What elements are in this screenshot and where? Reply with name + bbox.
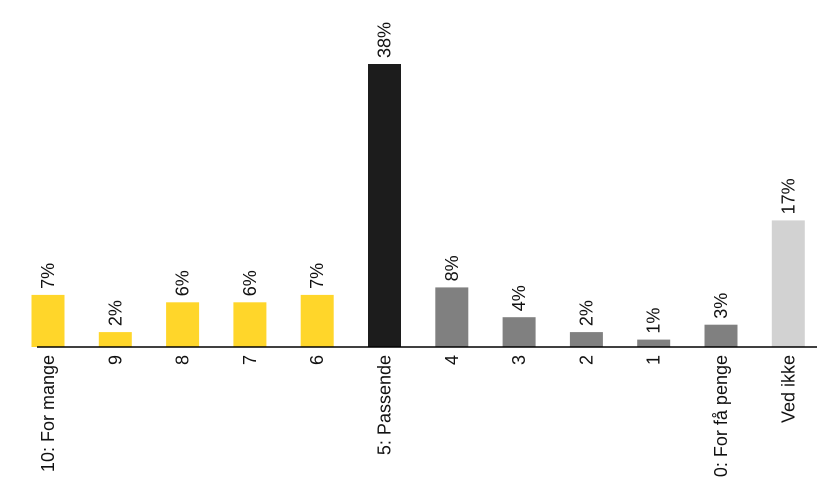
bar-2 (166, 302, 200, 347)
category-label-0: 10: For mange (38, 355, 58, 472)
value-label-3: 6% (240, 270, 260, 296)
value-label-1: 2% (105, 300, 125, 326)
bar-0 (31, 294, 65, 347)
value-label-6: 8% (442, 255, 462, 281)
value-label-11: 17% (778, 178, 798, 214)
value-labels-group: 7% 2% 6% 6% 7% 38% 8% 4% 2% 1% 3% 17% (38, 22, 798, 334)
category-label-2: 8 (173, 355, 193, 365)
value-label-2: 6% (173, 270, 193, 296)
category-label-6: 4 (442, 355, 462, 365)
category-label-9: 1 (644, 355, 664, 365)
bar-5 (368, 64, 401, 347)
category-label-5: 5: Passende (375, 355, 395, 455)
category-label-11: Ved ikke (778, 355, 798, 423)
bar-10 (704, 324, 738, 347)
category-label-7: 3 (509, 355, 529, 365)
value-label-7: 4% (509, 285, 529, 311)
bar-4 (300, 294, 334, 347)
value-label-9: 1% (644, 308, 664, 334)
category-label-8: 2 (576, 355, 596, 365)
category-labels-group: 10: For mange 9 8 7 6 5: Passende 4 3 2 1 0: For f… (38, 355, 798, 477)
category-label-4: 6 (307, 355, 327, 365)
bar-3 (233, 302, 267, 347)
bar-11 (771, 220, 805, 347)
bar-8 (569, 332, 603, 347)
bar-7 (502, 317, 536, 347)
bar-1 (98, 332, 132, 347)
bars-group (31, 64, 805, 347)
category-label-10: 0: For få penge (711, 355, 731, 477)
value-label-8: 2% (576, 300, 596, 326)
bar-6 (435, 287, 469, 347)
category-label-1: 9 (105, 355, 125, 365)
value-label-4: 7% (307, 263, 327, 289)
value-label-10: 3% (711, 293, 731, 319)
value-label-5: 38% (375, 22, 395, 58)
category-label-3: 7 (240, 355, 260, 365)
value-label-0: 7% (38, 263, 58, 289)
bar-9 (637, 339, 671, 347)
